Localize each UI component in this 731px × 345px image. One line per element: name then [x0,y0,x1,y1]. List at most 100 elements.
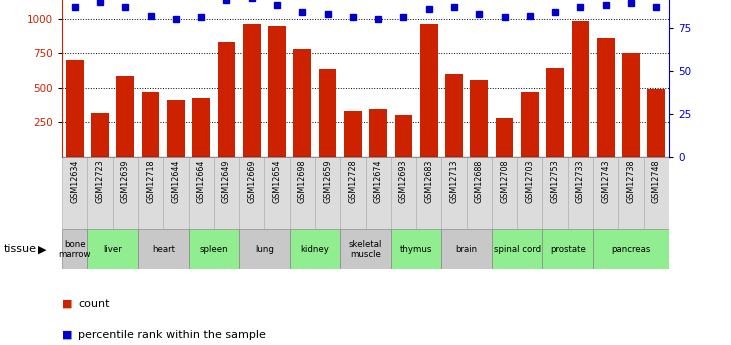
Bar [391,229,442,269]
Bar [189,157,213,229]
Text: GSM12698: GSM12698 [298,159,307,203]
Bar [265,157,289,229]
Text: bone
marrow: bone marrow [58,240,91,259]
Bar [568,157,593,229]
Bar [289,157,315,229]
Bar [239,157,265,229]
Text: kidney: kidney [300,245,330,254]
Bar [88,157,113,229]
Text: GSM12693: GSM12693 [399,159,408,203]
Bar [340,229,391,269]
Text: GSM12634: GSM12634 [70,159,79,203]
Bar [442,157,466,229]
Text: skeletal
muscle: skeletal muscle [349,240,382,259]
Bar [391,157,416,229]
Bar [542,229,593,269]
Bar [88,229,138,269]
Bar [213,157,239,229]
Text: GSM12669: GSM12669 [247,159,257,203]
Text: GSM12654: GSM12654 [273,159,281,203]
Text: heart: heart [152,245,175,254]
Bar [189,229,239,269]
Bar [167,100,185,157]
Bar [268,26,286,157]
Text: pancreas: pancreas [611,245,651,254]
Bar [315,157,340,229]
Text: GSM12674: GSM12674 [374,159,382,203]
Bar [369,109,387,157]
Bar [546,68,564,157]
Bar [138,157,163,229]
Bar [163,157,189,229]
Bar [622,53,640,157]
Text: GSM12743: GSM12743 [601,159,610,203]
Text: prostate: prostate [550,245,586,254]
Bar [618,157,643,229]
Bar [344,111,362,157]
Bar [471,80,488,157]
Bar [496,118,513,157]
Bar [596,38,615,157]
Text: tissue: tissue [4,244,37,254]
Bar [442,229,492,269]
Text: thymus: thymus [400,245,432,254]
Bar [138,229,189,269]
Text: GSM12659: GSM12659 [323,159,332,203]
Bar [243,24,260,157]
Text: GSM12639: GSM12639 [121,159,130,203]
Text: GSM12718: GSM12718 [146,159,155,203]
Bar [340,157,366,229]
Text: ▶: ▶ [38,244,47,254]
Text: GSM12723: GSM12723 [96,159,105,203]
Bar [416,157,442,229]
Bar [542,157,568,229]
Text: GSM12703: GSM12703 [526,159,534,203]
Bar [116,76,135,157]
Text: GSM12733: GSM12733 [576,159,585,203]
Text: liver: liver [103,245,122,254]
Text: GSM12738: GSM12738 [626,159,635,203]
Text: GSM12728: GSM12728 [349,159,357,203]
Text: count: count [78,299,110,308]
Text: GSM12644: GSM12644 [171,159,181,203]
Bar [395,115,412,157]
Text: brain: brain [455,245,477,254]
Text: GSM12688: GSM12688 [474,159,484,203]
Bar [420,24,438,157]
Text: lung: lung [255,245,274,254]
Bar [593,157,618,229]
Bar [521,92,539,157]
Text: ■: ■ [62,330,72,339]
Text: GSM12708: GSM12708 [500,159,509,203]
Text: ■: ■ [62,299,72,308]
Bar [239,229,289,269]
Text: GSM12664: GSM12664 [197,159,205,203]
Bar [66,60,83,157]
Bar [518,157,542,229]
Bar [192,98,210,157]
Bar [492,229,542,269]
Bar [62,157,88,229]
Text: spleen: spleen [200,245,228,254]
Bar [648,89,665,157]
Bar [62,229,88,269]
Bar [113,157,138,229]
Text: GSM12753: GSM12753 [550,159,560,203]
Bar [218,42,235,157]
Text: GSM12748: GSM12748 [652,159,661,203]
Bar [643,157,669,229]
Bar [466,157,492,229]
Bar [289,229,340,269]
Text: spinal cord: spinal cord [493,245,541,254]
Bar [142,92,159,157]
Text: GSM12713: GSM12713 [450,159,458,203]
Bar [293,49,311,157]
Bar [593,229,669,269]
Bar [445,74,463,157]
Bar [319,69,336,157]
Bar [492,157,518,229]
Bar [91,113,109,157]
Text: GSM12683: GSM12683 [424,159,433,203]
Text: percentile rank within the sample: percentile rank within the sample [78,330,266,339]
Bar [366,157,391,229]
